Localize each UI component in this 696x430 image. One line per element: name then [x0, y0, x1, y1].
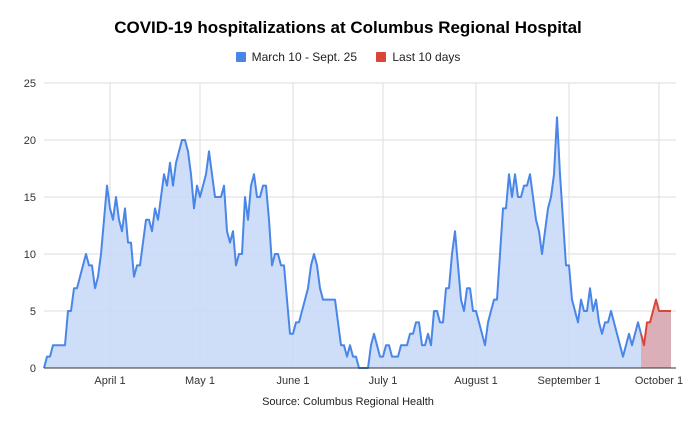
x-tick-label: April 1	[94, 375, 125, 387]
x-tick-label: July 1	[369, 375, 398, 387]
series-red-area	[641, 299, 671, 368]
chart-title: COVID-19 hospitalizations at Columbus Re…	[114, 18, 582, 37]
y-tick-label: 20	[24, 135, 36, 147]
y-tick-label: 0	[30, 363, 36, 375]
x-tick-label: June 1	[276, 375, 309, 387]
series-red-line	[640, 298, 671, 347]
legend: March 10 - Sept. 25 Last 10 days	[0, 50, 696, 65]
y-tick-label: 25	[24, 78, 36, 90]
x-tick-label: October 1	[635, 375, 683, 387]
series-blue-area	[44, 117, 641, 368]
y-tick-label: 10	[24, 249, 36, 261]
y-tick-label: 15	[24, 192, 36, 204]
source-note: Source: Columbus Regional Health	[262, 396, 434, 408]
legend-item-blue[interactable]: March 10 - Sept. 25	[235, 50, 357, 64]
series-blue-line	[43, 116, 642, 369]
legend-label: Last 10 days	[392, 50, 461, 64]
x-tick-label: May 1	[185, 375, 215, 387]
x-tick-label: August 1	[454, 375, 497, 387]
x-tick-label: September 1	[538, 375, 601, 387]
legend-swatch-red	[376, 52, 387, 62]
legend-label: March 10 - Sept. 25	[251, 50, 357, 64]
y-tick-label: 5	[30, 306, 36, 318]
legend-swatch-blue	[235, 52, 246, 62]
legend-item-red[interactable]: Last 10 days	[376, 50, 460, 64]
